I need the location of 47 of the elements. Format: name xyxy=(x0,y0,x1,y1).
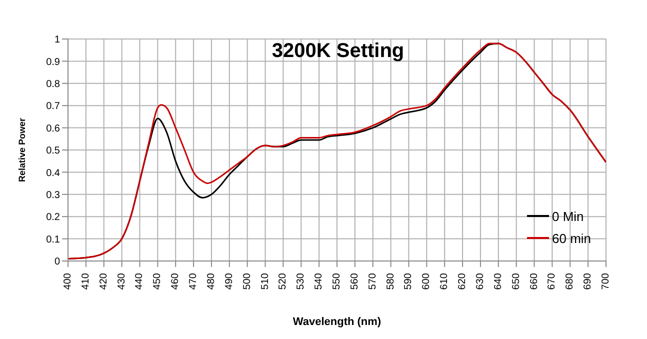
y-tick-label: 0.8 xyxy=(46,78,60,90)
x-tick-label: 490 xyxy=(224,272,235,290)
x-tick-label: 640 xyxy=(492,272,504,290)
x-tick-label: 660 xyxy=(528,272,540,290)
y-tick-label: 0.2 xyxy=(46,212,60,224)
x-tick-label: 470 xyxy=(188,272,200,290)
x-tick-label: 430 xyxy=(116,272,128,290)
x-tick-label: 410 xyxy=(80,272,92,290)
x-tick-label: 580 xyxy=(385,272,396,290)
y-tick-label: 1 xyxy=(54,34,60,46)
x-tick-label: 610 xyxy=(439,272,450,290)
legend-label: 0 Min xyxy=(552,208,584,224)
x-tick-label: 500 xyxy=(242,272,253,290)
x-axis-title: Wavelength (nm) xyxy=(292,316,382,328)
y-tick-label: 0.3 xyxy=(46,190,60,201)
y-tick-label: 0.7 xyxy=(46,101,60,112)
x-tick-label: 510 xyxy=(260,272,271,290)
x-tick-label: 540 xyxy=(314,272,325,290)
x-tick-label: 650 xyxy=(510,272,522,290)
x-tick-label: 560 xyxy=(349,272,360,290)
x-tick-label: 630 xyxy=(474,272,486,290)
y-tick-label: 0.5 xyxy=(46,146,60,157)
y-tick-label: 0 xyxy=(54,256,60,268)
y-axis-title: Relative Power xyxy=(17,117,28,182)
x-tick-label: 620 xyxy=(457,272,468,290)
x-tick-label: 590 xyxy=(403,272,414,290)
x-tick-label: 460 xyxy=(170,272,182,290)
x-tick-label: 450 xyxy=(152,272,164,290)
legend-label: 60 min xyxy=(552,230,592,246)
y-tick-label: 0.6 xyxy=(46,123,60,134)
x-tick-label: 530 xyxy=(296,272,307,290)
x-tick-label: 680 xyxy=(564,272,576,290)
x-tick-label: 600 xyxy=(421,272,432,290)
x-tick-label: 480 xyxy=(206,272,217,290)
x-tick-label: 570 xyxy=(367,272,378,290)
x-tick-label: 550 xyxy=(332,272,342,290)
x-tick-label: 690 xyxy=(582,272,594,290)
chart-title: 3200K Setting xyxy=(270,40,406,63)
y-tick-label: 0.9 xyxy=(46,56,60,68)
x-tick-label: 670 xyxy=(546,272,558,290)
x-tick-label: 700 xyxy=(600,272,612,290)
x-tick-label: 520 xyxy=(278,272,289,290)
y-tick-label: 0.1 xyxy=(46,234,60,246)
x-tick-label: 400 xyxy=(62,272,74,290)
y-tick-label: 0.4 xyxy=(46,168,60,179)
x-tick-label: 440 xyxy=(134,272,146,290)
x-tick-label: 420 xyxy=(98,272,110,290)
